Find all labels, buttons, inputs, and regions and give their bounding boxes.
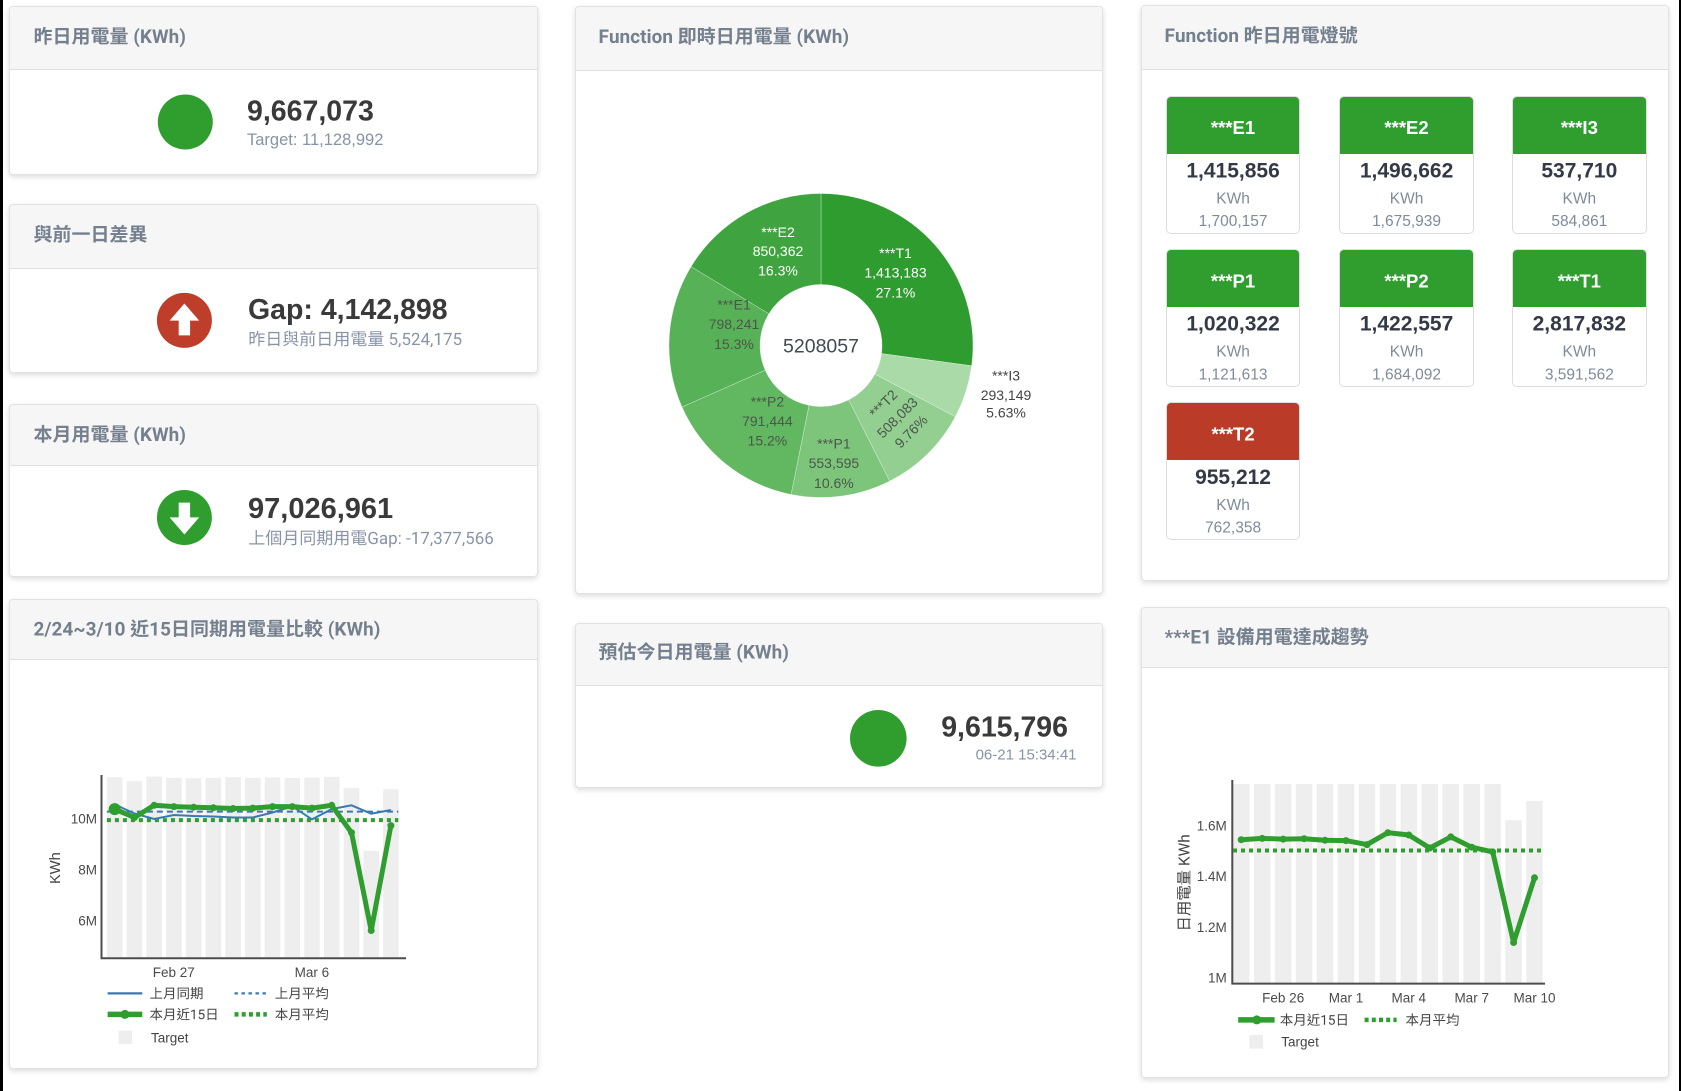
svg-text:537,710: 537,710 bbox=[1541, 159, 1617, 182]
svg-text:***I3: ***I3 bbox=[992, 368, 1020, 384]
svg-text:***P1: ***P1 bbox=[1211, 270, 1255, 291]
svg-text:Target: Target bbox=[1281, 1035, 1319, 1050]
svg-text:Mar 4: Mar 4 bbox=[1392, 991, 1427, 1006]
svg-text:Gap: 4,142,898: Gap: 4,142,898 bbox=[248, 294, 448, 326]
svg-text:791,444: 791,444 bbox=[742, 413, 793, 429]
svg-text:1,121,613: 1,121,613 bbox=[1199, 366, 1268, 383]
svg-text:KWh: KWh bbox=[1216, 344, 1250, 361]
svg-text:***E1: ***E1 bbox=[1211, 117, 1255, 138]
svg-text:1.2M: 1.2M bbox=[1197, 920, 1227, 935]
svg-text:***T1: ***T1 bbox=[879, 245, 912, 261]
svg-text:Mar 10: Mar 10 bbox=[1513, 991, 1555, 1006]
svg-text:10.6%: 10.6% bbox=[814, 475, 854, 491]
svg-text:***P2: ***P2 bbox=[1384, 270, 1428, 291]
svg-text:293,149: 293,149 bbox=[981, 387, 1032, 403]
svg-text:KWh: KWh bbox=[1216, 497, 1250, 514]
svg-text:KWh: KWh bbox=[1390, 344, 1424, 361]
svg-text:1,422,557: 1,422,557 bbox=[1360, 313, 1453, 336]
svg-text:15.3%: 15.3% bbox=[714, 336, 754, 352]
svg-text:***I3: ***I3 bbox=[1561, 117, 1598, 138]
svg-text:***P1: ***P1 bbox=[817, 436, 851, 452]
svg-text:KWh: KWh bbox=[1216, 190, 1250, 207]
svg-text:10M: 10M bbox=[71, 812, 97, 827]
svg-text:584,861: 584,861 bbox=[1551, 213, 1607, 230]
svg-text:1.6M: 1.6M bbox=[1197, 819, 1227, 834]
svg-text:Feb 26: Feb 26 bbox=[1262, 991, 1304, 1006]
svg-text:***T2: ***T2 bbox=[1211, 424, 1254, 445]
svg-text:2,817,832: 2,817,832 bbox=[1533, 313, 1626, 336]
svg-text:16.3%: 16.3% bbox=[758, 263, 798, 279]
svg-text:5.63%: 5.63% bbox=[986, 405, 1026, 421]
svg-text:Mar 6: Mar 6 bbox=[295, 965, 330, 980]
svg-text:1,684,092: 1,684,092 bbox=[1372, 366, 1441, 383]
svg-text:1,020,322: 1,020,322 bbox=[1186, 313, 1279, 336]
svg-text:8M: 8M bbox=[78, 863, 97, 878]
svg-text:KWh: KWh bbox=[48, 852, 64, 884]
svg-text:KWh: KWh bbox=[1390, 190, 1424, 207]
svg-text:850,362: 850,362 bbox=[753, 243, 804, 259]
svg-text:***E1: ***E1 bbox=[717, 297, 751, 313]
svg-text:***E2: ***E2 bbox=[761, 224, 795, 240]
svg-text:553,595: 553,595 bbox=[809, 455, 860, 471]
svg-text:Target: 11,128,992: Target: 11,128,992 bbox=[247, 131, 383, 149]
svg-text:1,700,157: 1,700,157 bbox=[1199, 213, 1268, 230]
svg-text:1,413,183: 1,413,183 bbox=[864, 265, 926, 281]
svg-text:Target: Target bbox=[151, 1030, 189, 1045]
svg-text:Mar 1: Mar 1 bbox=[1329, 991, 1364, 1006]
svg-text:9,667,073: 9,667,073 bbox=[247, 96, 374, 128]
svg-text:3,591,562: 3,591,562 bbox=[1545, 366, 1614, 383]
svg-text:KWh: KWh bbox=[1563, 190, 1597, 207]
svg-text:***T1: ***T1 bbox=[1558, 270, 1601, 291]
svg-text:***E2: ***E2 bbox=[1384, 117, 1428, 138]
svg-text:1.4M: 1.4M bbox=[1197, 869, 1227, 884]
svg-text:27.1%: 27.1% bbox=[876, 284, 916, 300]
svg-text:798,241: 798,241 bbox=[709, 316, 760, 332]
svg-text:97,026,961: 97,026,961 bbox=[248, 493, 393, 525]
svg-text:762,358: 762,358 bbox=[1205, 520, 1261, 537]
svg-text:9,615,796: 9,615,796 bbox=[941, 711, 1068, 743]
svg-text:6M: 6M bbox=[78, 914, 97, 929]
svg-text:Mar 7: Mar 7 bbox=[1454, 991, 1489, 1006]
svg-text:KWh: KWh bbox=[1563, 344, 1597, 361]
svg-text:15.2%: 15.2% bbox=[748, 433, 788, 449]
svg-text:1,496,662: 1,496,662 bbox=[1360, 159, 1453, 182]
svg-text:955,212: 955,212 bbox=[1195, 466, 1271, 489]
svg-text:1,675,939: 1,675,939 bbox=[1372, 213, 1441, 230]
svg-text:5208057: 5208057 bbox=[783, 336, 859, 358]
svg-text:***P2: ***P2 bbox=[751, 393, 785, 409]
svg-text:06-21 15:34:41: 06-21 15:34:41 bbox=[976, 747, 1077, 764]
svg-text:1,415,856: 1,415,856 bbox=[1186, 159, 1279, 182]
svg-text:Feb 27: Feb 27 bbox=[153, 965, 195, 980]
svg-text:1M: 1M bbox=[1208, 970, 1227, 985]
